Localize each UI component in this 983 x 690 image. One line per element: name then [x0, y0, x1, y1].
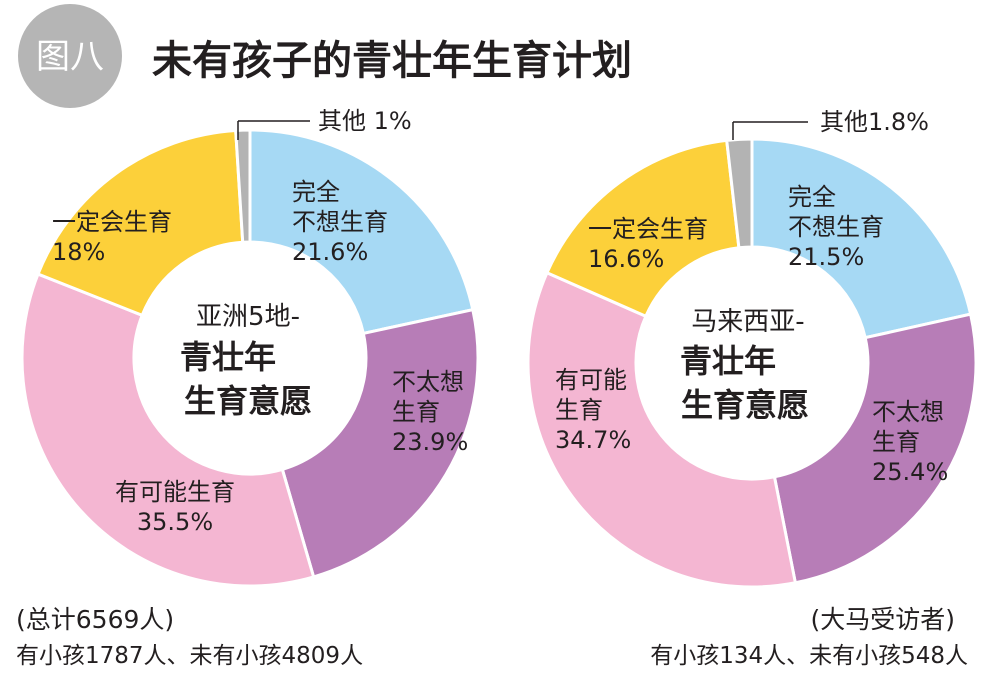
slice-label-not-want: 完全不想生育 21.5%	[788, 183, 884, 271]
figure-badge	[18, 4, 122, 108]
center-title-line3: 生育意愿	[184, 382, 312, 420]
slice-label-unlikely: 不太想生育 23.9%	[392, 368, 468, 456]
center-title-line1: 马来西亚-	[691, 307, 804, 337]
slice-unlikely	[280, 307, 480, 579]
slice-possible	[526, 270, 798, 589]
footnote-breakdown: 有小孩1787人、未有小孩4809人	[16, 643, 363, 669]
slice-label-not-want: 完全不想生育 21.6%	[292, 178, 388, 266]
slice-label-possible: 有可能生育 34.7%	[555, 366, 631, 454]
slice-definitely	[545, 138, 741, 319]
slice-label-definitely: 一定会生育 18%	[52, 208, 172, 266]
slice-label-definitely: 一定会生育 16.6%	[588, 215, 708, 273]
donut-chart-malaysia: 完全不想生育 21.5% 不太想生育 25.4% 有可能生育 34.7% 一定会生育 16.6…	[526, 108, 978, 589]
header: 图八 未有孩子的青壮年生育计划	[18, 4, 632, 108]
slice-other	[234, 128, 252, 244]
slice-possible	[20, 272, 316, 588]
slice-label-unlikely: 不太想生育 25.4%	[872, 398, 948, 486]
page-title: 未有孩子的青壮年生育计划	[152, 38, 632, 84]
footnote-total: (大马受访者)	[810, 605, 955, 634]
center-title-line2: 青壮年	[180, 338, 276, 376]
center-title-line3: 生育意愿	[681, 386, 809, 424]
slice-label-other: 其他1.8%	[820, 108, 929, 136]
center-title-line1: 亚洲5地-	[196, 302, 300, 332]
figure-badge-label: 图八	[36, 37, 104, 77]
slice-not-want	[248, 128, 475, 336]
slice-label-other: 其他 1%	[318, 107, 412, 135]
slice-definitely	[36, 128, 245, 318]
slice-label-possible: 有可能生育 35.5%	[115, 478, 235, 536]
donut-chart-asia: 完全不想生育 21.6% 不太想生育 23.9% 有可能生育 35.5% 一定会生育 18% 其…	[20, 107, 480, 588]
slice-unlikely	[772, 312, 978, 585]
footnote-total: (总计6569人)	[16, 605, 174, 634]
footnotes: (总计6569人) 有小孩1787人、未有小孩4809人 (大马受访者) 有小孩…	[16, 605, 968, 669]
center-title-line2: 青壮年	[680, 342, 776, 380]
footnote-breakdown: 有小孩134人、未有小孩548人	[650, 643, 968, 669]
slice-other	[725, 137, 754, 250]
slice-not-want	[750, 137, 973, 340]
